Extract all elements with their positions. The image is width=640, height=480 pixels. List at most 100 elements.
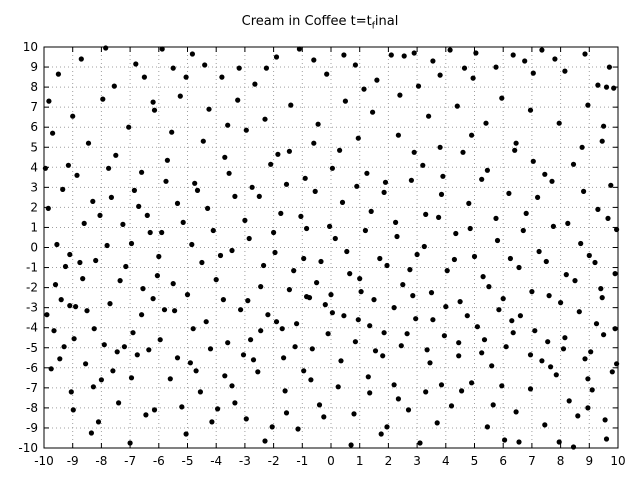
data-point: [95, 419, 102, 425]
data-point: [562, 335, 568, 341]
data-point: [357, 276, 363, 282]
x-tick-label: -6: [153, 454, 165, 468]
data-point: [120, 221, 126, 227]
data-point: [405, 407, 412, 413]
data-point: [438, 382, 445, 388]
y-tick-label: 1: [30, 220, 38, 234]
data-point: [513, 409, 519, 415]
data-point: [601, 123, 607, 129]
data-point: [73, 304, 79, 310]
data-point: [226, 170, 232, 176]
data-point: [55, 71, 62, 77]
data-point: [451, 256, 457, 263]
data-point: [441, 333, 447, 339]
data-point: [322, 302, 328, 308]
data-point: [250, 357, 257, 363]
data-point: [273, 54, 280, 60]
data-point: [183, 431, 189, 437]
data-point: [248, 337, 254, 343]
data-point: [140, 286, 146, 292]
data-point: [578, 240, 584, 247]
data-point: [576, 309, 582, 315]
data-point: [81, 220, 87, 226]
data-point: [480, 274, 486, 280]
data-point: [283, 181, 290, 187]
data-point: [342, 98, 348, 104]
data-point: [479, 176, 485, 182]
data-point: [398, 343, 404, 349]
data-point: [411, 50, 417, 56]
data-point: [50, 130, 56, 136]
data-point: [249, 184, 255, 190]
data-point: [199, 259, 205, 266]
data-point: [98, 377, 104, 383]
data-point: [295, 426, 301, 432]
data-point: [420, 162, 426, 168]
data-point: [256, 193, 262, 199]
data-point: [603, 84, 610, 90]
data-point: [550, 223, 557, 229]
data-point: [448, 403, 455, 409]
data-point: [516, 439, 522, 445]
data-point: [268, 161, 274, 167]
data-point: [177, 93, 183, 99]
data-point: [114, 349, 120, 355]
data-point: [304, 225, 310, 232]
data-point: [612, 271, 618, 277]
data-point: [107, 301, 113, 307]
data-point: [381, 330, 387, 336]
data-point: [187, 360, 193, 366]
data-point: [582, 51, 588, 57]
data-point: [296, 46, 302, 52]
data-point: [222, 373, 228, 379]
data-point: [161, 307, 168, 313]
data-point: [560, 346, 567, 352]
data-point: [315, 121, 321, 127]
data-point: [235, 97, 241, 103]
data-point: [116, 400, 122, 406]
data-point: [454, 103, 460, 109]
data-point: [585, 376, 591, 382]
data-point: [355, 317, 361, 323]
data-point: [170, 281, 176, 287]
data-point: [408, 177, 414, 183]
data-point: [306, 295, 313, 301]
data-point: [413, 316, 419, 322]
data-point: [565, 220, 571, 226]
data-point: [599, 138, 605, 144]
data-point: [522, 58, 528, 64]
data-point: [206, 106, 212, 112]
data-point: [459, 388, 465, 394]
data-point: [411, 149, 417, 155]
data-point: [67, 251, 73, 258]
data-point: [144, 212, 150, 218]
data-point: [110, 368, 116, 374]
data-point: [291, 268, 297, 274]
data-point: [156, 253, 162, 260]
data-point: [229, 247, 235, 254]
data-point: [407, 267, 413, 273]
data-point: [341, 313, 347, 319]
y-tick-label: -5: [26, 341, 38, 355]
data-point: [348, 442, 354, 448]
data-point: [238, 307, 244, 313]
data-point: [374, 77, 380, 83]
data-point: [352, 339, 358, 345]
data-point: [486, 284, 492, 290]
data-point: [484, 167, 490, 173]
data-point: [365, 374, 371, 380]
data-point: [220, 297, 226, 303]
data-point: [174, 355, 181, 361]
data-points: [42, 45, 620, 450]
data-point: [243, 127, 249, 133]
data-point: [164, 157, 170, 163]
data-point: [471, 253, 478, 260]
data-point: [111, 83, 117, 89]
data-point: [225, 340, 231, 346]
data-point: [438, 191, 445, 197]
data-point: [490, 402, 496, 408]
data-point: [328, 292, 334, 298]
data-point: [128, 240, 135, 247]
data-point: [404, 331, 410, 337]
